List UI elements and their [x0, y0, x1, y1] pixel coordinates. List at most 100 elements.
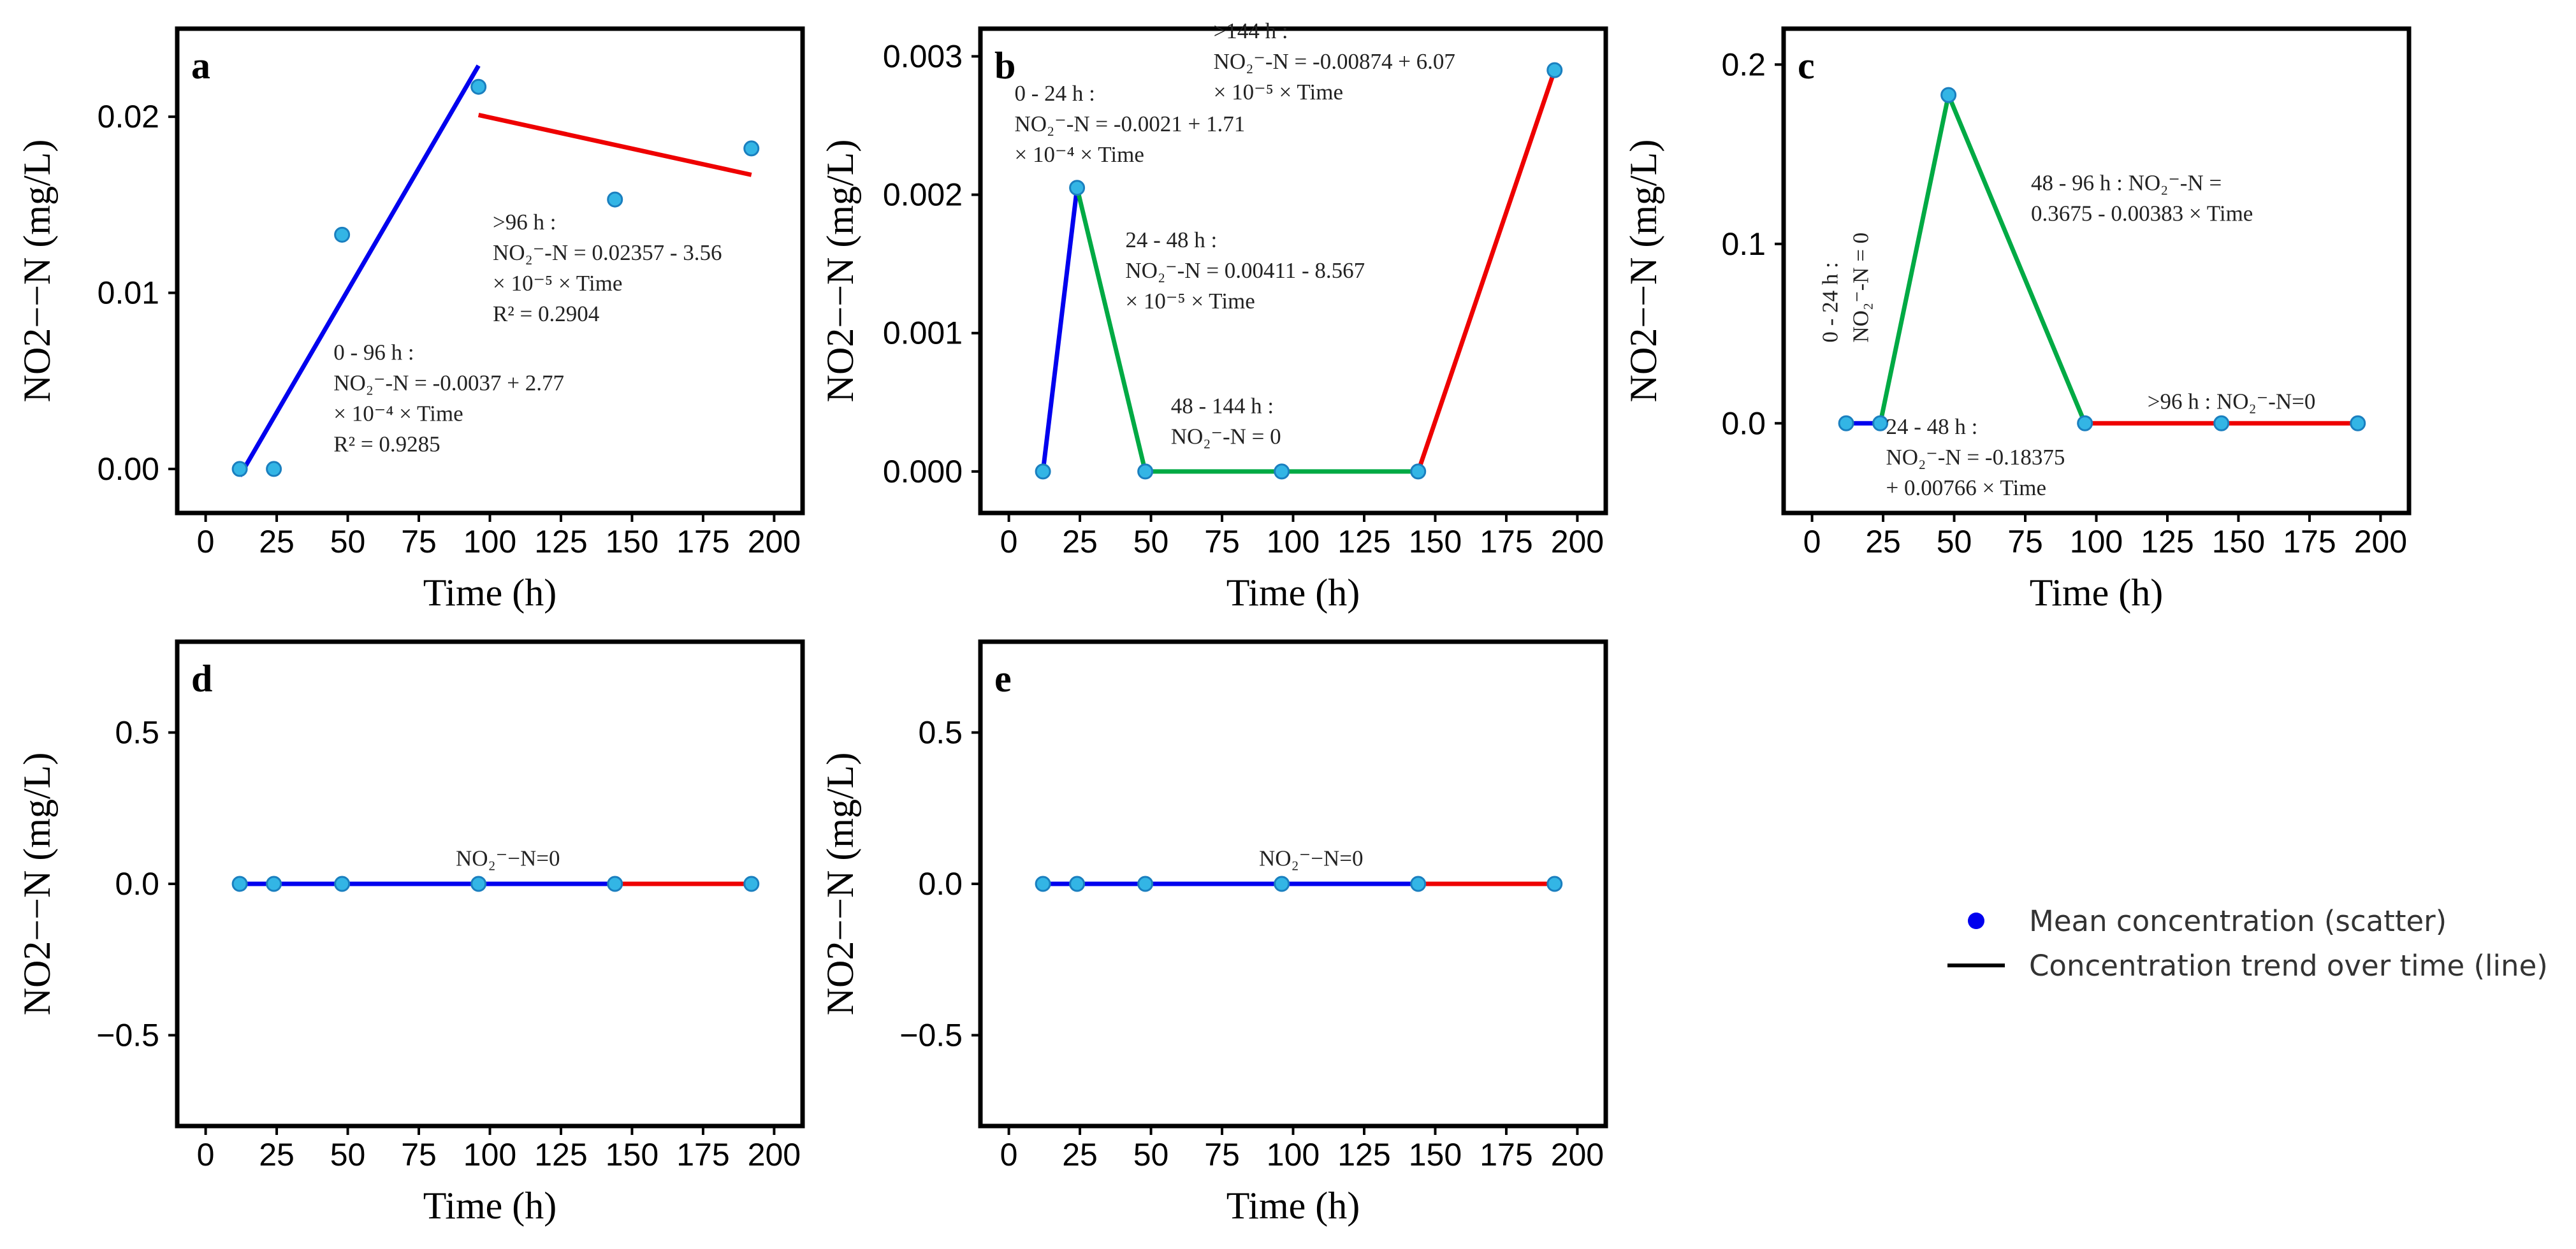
panel-d: 0 25 50 75 100 125 150 175 200 −0.5 0.0 0.5 Time (h)… — [16, 639, 805, 1227]
x-tick-label: 150 — [1409, 1137, 1462, 1173]
equation-annotation: 48 - 144 h : NO₂⁻-N = 0 — [1171, 394, 1281, 449]
data-point — [266, 876, 282, 892]
y-tick-label: 0.003 — [883, 38, 963, 74]
x-tick-label: 50 — [330, 524, 366, 560]
x-axis-label: Time (h) — [423, 572, 557, 614]
x-tick-label: 150 — [2212, 524, 2265, 560]
data-point — [1546, 876, 1563, 892]
y-tick-label: 0.000 — [883, 454, 963, 489]
equation-annotation: 24 - 48 h : NO₂⁻-N = -0.18375 + 0.00766 × … — [1886, 414, 2065, 500]
equation-annotation: NO₂⁻−N=0 — [1259, 846, 1363, 871]
data-point — [1069, 180, 1086, 196]
legend-marker — [1968, 913, 1984, 929]
y-tick-label: 0.001 — [883, 315, 963, 351]
x-tick-label: 0 — [197, 524, 215, 560]
data-point — [266, 461, 282, 477]
equation-annotation: >96 h : NO₂⁻-N=0 — [2148, 389, 2316, 414]
trend-line — [1878, 92, 2087, 424]
data-point — [1940, 87, 1957, 103]
data-point — [1137, 876, 1154, 892]
x-tick-label: 25 — [1062, 524, 1098, 560]
data-point — [2213, 415, 2230, 431]
x-tick-label: 75 — [1204, 524, 1240, 560]
x-tick-label: 200 — [1551, 1137, 1604, 1173]
data-point — [607, 191, 623, 208]
data-point — [1274, 463, 1290, 480]
x-tick-label: 50 — [330, 1137, 366, 1173]
x-tick-label: 200 — [748, 1137, 801, 1173]
panel-b: 0 25 50 75 100 125 150 175 200 0.000 0.001 0.002 0.0… — [819, 18, 1608, 614]
equation-annotation: 0 - 96 h : NO₂⁻-N = -0.0037 + 2.77 × 10⁻⁴ … — [333, 340, 564, 457]
x-tick-label: 150 — [606, 524, 659, 560]
x-tick-label: 75 — [2007, 524, 2043, 560]
equation-annotation: >96 h : NO₂⁻-N = 0.02357 - 3.56 × 10⁻⁵ × T… — [493, 210, 722, 326]
x-tick-label: 125 — [1337, 1137, 1390, 1173]
x-tick-label: 150 — [1409, 524, 1462, 560]
x-axis-label: Time (h) — [2030, 572, 2163, 614]
data-point — [1274, 876, 1290, 892]
equation-annotation: 0 - 24 h : NO₂⁻-N = -0.0021 + 1.71 × 10⁻⁴ … — [1015, 81, 1246, 167]
x-tick-label: 100 — [463, 1137, 516, 1173]
x-tick-label: 25 — [259, 524, 295, 560]
y-axis-label: NO2−−N (mg/L) — [16, 753, 58, 1016]
y-tick-label: 0.002 — [883, 177, 963, 213]
x-tick-label: 0 — [1803, 524, 1821, 560]
data-point — [2350, 415, 2366, 431]
data-point — [1137, 463, 1154, 480]
x-tick-label: 175 — [676, 524, 729, 560]
data-point — [334, 876, 351, 892]
data-point — [1035, 463, 1051, 480]
equation-annotation: NO₂⁻−N=0 — [456, 846, 560, 871]
panel-c: 0 25 50 75 100 125 150 175 200 0.0 0.1 0.2 Time (h) N… — [1622, 26, 2412, 614]
equation-annotation: >144 h : NO₂⁻-N = -0.00874 + 6.07 × 10⁻⁵ ×… — [1214, 18, 1455, 105]
panel-e: 0 25 50 75 100 125 150 175 200 −0.5 0.0 0.5 Time (h)… — [819, 639, 1608, 1227]
x-tick-label: 50 — [1133, 1137, 1169, 1173]
y-tick-label: 0.0 — [918, 866, 963, 902]
x-tick-label: 100 — [1267, 524, 1320, 560]
y-tick-label: 0.1 — [1721, 226, 1766, 262]
x-tick-label: 75 — [401, 524, 437, 560]
equation-annotation: 48 - 96 h : NO₂⁻-N = 0.3675 - 0.00383 × T… — [2031, 170, 2253, 226]
data-point — [231, 876, 248, 892]
data-point — [743, 140, 760, 157]
x-tick-label: 150 — [606, 1137, 659, 1173]
x-tick-label: 125 — [1337, 524, 1390, 560]
x-tick-label: 0 — [197, 1137, 215, 1173]
legend-label: Concentration trend over time (line) — [2029, 949, 2548, 983]
panel-label: a — [191, 45, 210, 87]
y-tick-label: 0.2 — [1721, 47, 1766, 82]
panel-label: d — [191, 658, 212, 700]
plot-frame — [1781, 26, 2412, 516]
data-point — [1410, 463, 1427, 480]
panel-a: 0 25 50 75 100 125 150 175 200 0.00 0.01 0.02 Time (… — [16, 26, 805, 614]
data-point — [1838, 415, 1854, 431]
trend-line — [238, 64, 481, 477]
x-tick-label: 0 — [1000, 524, 1018, 560]
data-point — [1546, 62, 1563, 78]
data-point — [334, 226, 351, 243]
data-point — [231, 461, 248, 477]
x-tick-label: 75 — [401, 1137, 437, 1173]
panel-label: e — [994, 658, 1012, 700]
y-axis-label: NO2−−N (mg/L) — [1622, 140, 1664, 403]
y-tick-label: −0.5 — [96, 1018, 159, 1053]
data-point — [470, 876, 487, 892]
x-tick-label: 125 — [534, 1137, 587, 1173]
x-tick-label: 175 — [2283, 524, 2336, 560]
x-tick-label: 125 — [2141, 524, 2194, 560]
trend-line — [1075, 187, 1418, 474]
y-tick-label: 0.5 — [918, 715, 963, 751]
legend: Mean concentration (scatter) Concentratio… — [1947, 904, 2548, 983]
y-tick-label: 0.00 — [98, 451, 159, 487]
y-tick-label: 0.0 — [115, 866, 159, 902]
x-tick-label: 50 — [1133, 524, 1169, 560]
x-tick-label: 100 — [2070, 524, 2123, 560]
data-point — [1872, 415, 1889, 431]
legend-label: Mean concentration (scatter) — [2029, 904, 2447, 938]
y-axis-label: NO2−−N (mg/L) — [819, 140, 861, 403]
data-point — [743, 876, 760, 892]
y-tick-label: 0.01 — [98, 275, 159, 311]
x-tick-label: 50 — [1937, 524, 1972, 560]
